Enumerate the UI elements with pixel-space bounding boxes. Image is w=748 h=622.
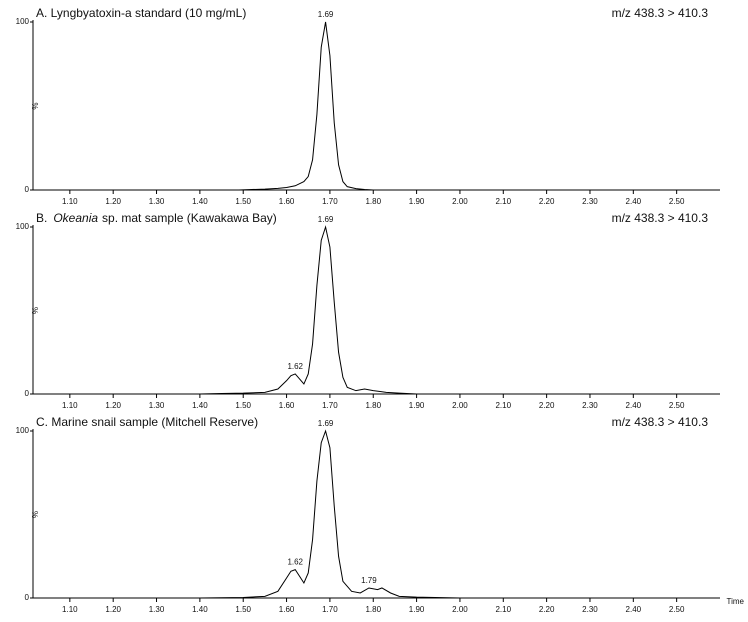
- x-tick-label: 1.30: [149, 197, 165, 206]
- x-tick-label: 1.40: [192, 197, 208, 206]
- x-tick-label: 2.10: [495, 605, 511, 614]
- y-tick-label: 100: [16, 17, 30, 26]
- x-tick-label: 2.20: [539, 197, 555, 206]
- x-tick-label: 2.00: [452, 605, 468, 614]
- peak-label: 1.62: [287, 558, 303, 567]
- x-tick-label: 1.90: [409, 197, 425, 206]
- y-tick-label: 0: [25, 389, 30, 398]
- x-tick-label: 2.50: [669, 401, 685, 410]
- x-tick-label: 1.80: [365, 605, 381, 614]
- x-tick-label: 1.80: [365, 197, 381, 206]
- chromatogram-trace: [178, 225, 417, 395]
- x-tick-label: 2.00: [452, 197, 468, 206]
- x-tick-label: 2.10: [495, 401, 511, 410]
- peak-label: 1.79: [361, 576, 377, 585]
- x-tick-label: 1.20: [105, 197, 121, 206]
- y-tick-label: 0: [25, 593, 30, 602]
- peak-label: 1.69: [318, 10, 334, 19]
- x-tick-label: 2.40: [626, 401, 642, 410]
- x-tick-label: 1.60: [279, 401, 295, 410]
- peak-label: 1.69: [318, 419, 334, 428]
- x-tick-label: 1.20: [105, 401, 121, 410]
- title-prefix: B.: [36, 211, 47, 225]
- panel-title: B. Okeania sp. mat sample (Kawakawa Bay): [36, 211, 277, 225]
- y-tick-label: 100: [16, 426, 30, 435]
- x-tick-label: 2.50: [669, 197, 685, 206]
- x-tick-label: 1.90: [409, 605, 425, 614]
- x-tick-label: 2.50: [669, 605, 685, 614]
- x-tick-label: 1.80: [365, 401, 381, 410]
- x-tick-label: 1.50: [235, 401, 251, 410]
- x-tick-label: 1.90: [409, 401, 425, 410]
- y-axis-label: %: [31, 102, 40, 109]
- x-tick-label: 2.00: [452, 401, 468, 410]
- transition-label: m/z 438.3 > 410.3: [612, 6, 709, 20]
- title-text: sp. mat sample (Kawakawa Bay): [102, 211, 277, 225]
- x-tick-label: 2.40: [626, 197, 642, 206]
- title-text: C. Marine snail sample (Mitchell Reserve…: [36, 415, 258, 429]
- x-tick-label: 1.10: [62, 197, 78, 206]
- x-tick-label: 1.60: [279, 605, 295, 614]
- title-italic: Okeania: [53, 211, 98, 225]
- y-tick-label: 0: [25, 185, 30, 194]
- x-tick-label: 2.20: [539, 401, 555, 410]
- y-axis-label: %: [31, 511, 40, 518]
- peak-label: 1.69: [318, 215, 334, 224]
- x-tick-label: 1.10: [62, 605, 78, 614]
- transition-label: m/z 438.3 > 410.3: [612, 415, 709, 429]
- x-tick-label: 1.20: [105, 605, 121, 614]
- panel-title: A. Lyngbyatoxin-a standard (10 mg/mL): [36, 6, 246, 20]
- x-tick-label: 1.60: [279, 197, 295, 206]
- x-tick-label: 1.50: [235, 197, 251, 206]
- x-axis-label: Time: [727, 597, 745, 606]
- title-text: A. Lyngbyatoxin-a standard (10 mg/mL): [36, 6, 246, 20]
- chromatogram-trace: [238, 21, 374, 191]
- x-tick-label: 1.70: [322, 401, 338, 410]
- x-tick-label: 2.20: [539, 605, 555, 614]
- x-tick-label: 2.30: [582, 401, 598, 410]
- x-tick-label: 1.10: [62, 401, 78, 410]
- x-tick-label: 1.40: [192, 605, 208, 614]
- panel-title: C. Marine snail sample (Mitchell Reserve…: [36, 415, 258, 429]
- x-tick-label: 1.50: [235, 605, 251, 614]
- y-tick-label: 100: [16, 222, 30, 231]
- x-tick-label: 1.40: [192, 401, 208, 410]
- x-tick-label: 2.40: [626, 605, 642, 614]
- y-axis-label: %: [31, 307, 40, 314]
- transition-label: m/z 438.3 > 410.3: [612, 211, 709, 225]
- chromatogram-trace: [35, 429, 482, 599]
- x-tick-label: 1.30: [149, 605, 165, 614]
- x-tick-label: 2.30: [582, 197, 598, 206]
- x-tick-label: 1.70: [322, 605, 338, 614]
- x-tick-label: 2.10: [495, 197, 511, 206]
- x-tick-label: 1.70: [322, 197, 338, 206]
- peak-label: 1.62: [287, 362, 303, 371]
- x-tick-label: 1.30: [149, 401, 165, 410]
- x-tick-label: 2.30: [582, 605, 598, 614]
